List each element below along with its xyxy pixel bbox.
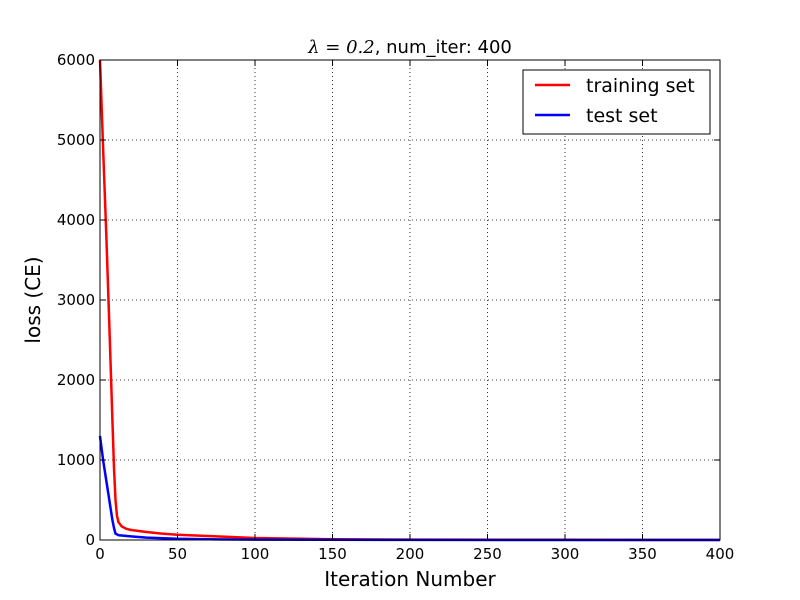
- legend: training set test set: [522, 69, 711, 135]
- x-tick-label: 100: [241, 545, 270, 563]
- y-tick-label: 4000: [57, 211, 95, 229]
- x-tick-label: 250: [473, 545, 502, 563]
- y-axis-label: loss (CE): [21, 256, 45, 343]
- legend-label-test: test set: [586, 105, 658, 127]
- y-tick-label: 6000: [57, 51, 95, 69]
- x-tick-label: 150: [318, 545, 347, 563]
- y-tick-label: 3000: [57, 291, 95, 309]
- legend-box: [522, 69, 711, 135]
- x-tick-label: 0: [95, 545, 105, 563]
- y-tick-label: 1000: [57, 451, 95, 469]
- x-tick-label: 400: [706, 545, 735, 563]
- y-tick-label: 0: [85, 531, 95, 549]
- x-tick-label: 300: [551, 545, 580, 563]
- x-tick-label: 200: [396, 545, 425, 563]
- axis-ticks: 0 50 100 150 200 250 300 350 4000100020003000400…: [57, 51, 735, 563]
- y-tick-label: 5000: [57, 131, 95, 149]
- x-axis-label: Iteration Number: [324, 567, 496, 591]
- x-tick-label: 50: [168, 545, 187, 563]
- y-tick-label: 2000: [57, 371, 95, 389]
- chart-title: λ = 0.2, num_iter: 400: [307, 37, 512, 58]
- chart-title-math: λ = 0.2: [307, 37, 375, 58]
- x-tick-label: 350: [628, 545, 657, 563]
- legend-label-training: training set: [586, 75, 695, 97]
- chart-title-text: , num_iter: 400: [375, 37, 512, 58]
